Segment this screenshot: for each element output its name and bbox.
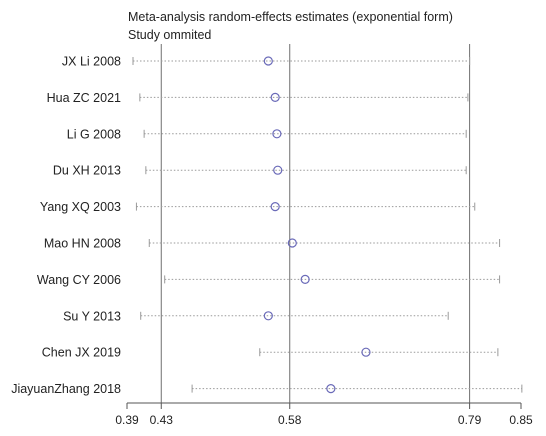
point-estimate-marker bbox=[270, 92, 280, 103]
study-rows: JX Li 2008 Hua ZC 2021 Li G 2008 Du XH 2013… bbox=[11, 55, 523, 396]
point-estimate-marker bbox=[272, 129, 282, 139]
x-tick-label: 0.79 bbox=[458, 413, 482, 427]
study-label: Hua ZC 2021 bbox=[47, 91, 121, 105]
study-label: Chen JX 2019 bbox=[42, 346, 121, 360]
study-label: Mao HN 2008 bbox=[44, 237, 121, 251]
point-estimate-marker bbox=[263, 311, 273, 321]
study-label: JX Li 2008 bbox=[62, 55, 121, 69]
study-row: Mao HN 2008 bbox=[44, 237, 501, 251]
study-row: JiayuanZhang 2018 bbox=[11, 382, 523, 396]
point-estimate-marker bbox=[361, 347, 371, 357]
x-tick-label: 0.43 bbox=[150, 413, 174, 427]
x-tick-label: 0.85 bbox=[509, 413, 533, 427]
study-label: JiayuanZhang 2018 bbox=[11, 382, 121, 396]
point-estimate-marker bbox=[287, 238, 297, 248]
study-label: Yang XQ 2003 bbox=[40, 200, 121, 214]
point-estimate-marker bbox=[273, 165, 283, 175]
study-row: Li G 2008 bbox=[67, 127, 467, 141]
point-estimate-marker bbox=[300, 274, 310, 284]
x-tick-label: 0.58 bbox=[278, 413, 302, 427]
study-row: Hua ZC 2021 bbox=[47, 91, 469, 105]
point-estimate-marker bbox=[270, 202, 280, 212]
x-axis: 0.39 0.43 0.58 0.79 0.85 bbox=[115, 402, 533, 427]
reference-lines bbox=[160, 44, 471, 403]
x-tick-label: 0.39 bbox=[115, 413, 139, 427]
study-label: Wang CY 2006 bbox=[37, 273, 121, 287]
study-label: Li G 2008 bbox=[67, 127, 121, 141]
study-label: Su Y 2013 bbox=[63, 309, 121, 323]
study-row: Chen JX 2019 bbox=[42, 346, 499, 360]
study-row: Du XH 2013 bbox=[53, 164, 467, 178]
study-row: Wang CY 2006 bbox=[37, 273, 501, 287]
study-row: JX Li 2008 bbox=[62, 55, 471, 69]
study-label: Du XH 2013 bbox=[53, 164, 121, 178]
chart-subtitle: Study ommited bbox=[128, 28, 212, 42]
chart-title-block: Meta-analysis random-effects estimates (… bbox=[128, 8, 453, 44]
study-row: Yang XQ 2003 bbox=[40, 200, 476, 214]
chart-title: Meta-analysis random-effects estimates (… bbox=[128, 10, 453, 24]
point-estimate-marker bbox=[326, 384, 336, 394]
point-estimate-marker bbox=[263, 56, 273, 66]
study-row: Su Y 2013 bbox=[63, 309, 449, 323]
